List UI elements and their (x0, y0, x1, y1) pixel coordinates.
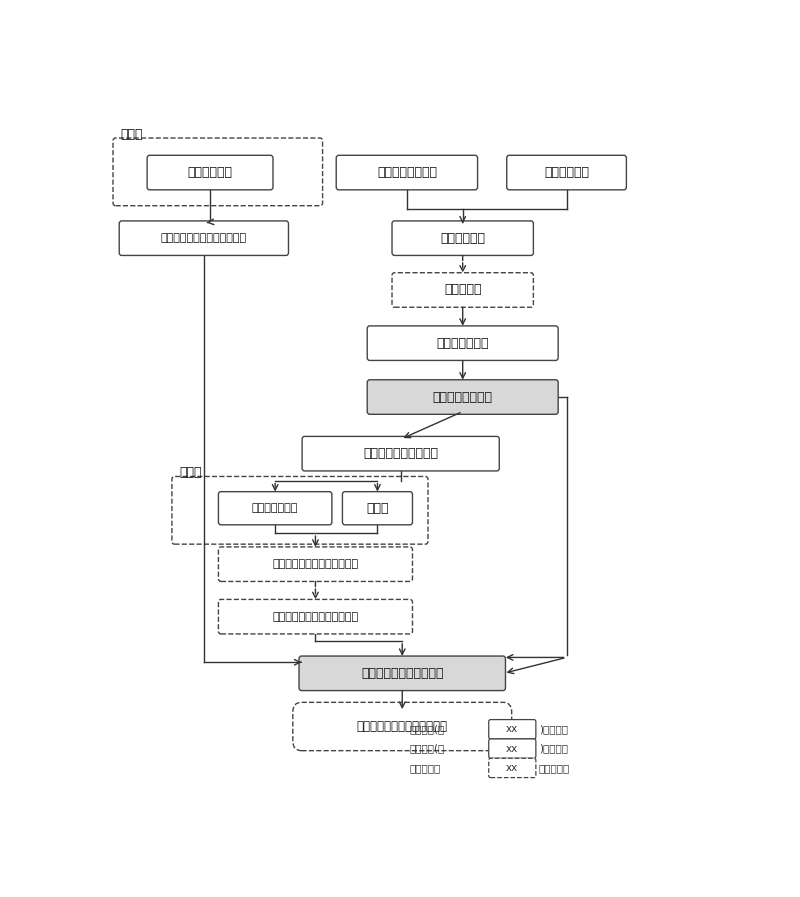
Text: 失布方框(如: 失布方框(如 (410, 744, 446, 753)
Text: 虚线框（如: 虚线框（如 (410, 763, 442, 773)
FancyBboxPatch shape (392, 221, 534, 256)
Text: 传统检测指标的光谱预测建模: 传统检测指标的光谱预测建模 (272, 559, 358, 570)
Text: xx: xx (506, 744, 518, 753)
FancyBboxPatch shape (302, 437, 499, 471)
FancyBboxPatch shape (336, 155, 478, 190)
FancyBboxPatch shape (392, 273, 534, 308)
FancyBboxPatch shape (218, 547, 413, 581)
Text: ）表示集合: ）表示集合 (539, 763, 570, 773)
FancyBboxPatch shape (489, 719, 536, 739)
Text: 光谱库: 光谱库 (366, 501, 389, 515)
FancyBboxPatch shape (218, 599, 413, 634)
Text: 训练肉品平行样本: 训练肉品平行样本 (377, 166, 437, 179)
FancyBboxPatch shape (367, 326, 558, 361)
Text: 传统检测指标光谱预测模型库: 传统检测指标光谱预测模型库 (272, 612, 358, 622)
Text: 肉品品质指标可视化检测结果: 肉品品质指标可视化检测结果 (357, 720, 448, 733)
FancyBboxPatch shape (119, 221, 289, 256)
FancyBboxPatch shape (299, 656, 506, 691)
Text: 有效检测区域光谱提取: 有效检测区域光谱提取 (363, 448, 438, 460)
Text: 肉品光谱图像可视化检测: 肉品光谱图像可视化检测 (361, 666, 443, 680)
FancyBboxPatch shape (367, 379, 558, 414)
Text: 传统感官、理化及微生物检测: 传统感官、理化及微生物检测 (161, 233, 247, 243)
FancyBboxPatch shape (342, 492, 413, 525)
Text: )表示流行: )表示流行 (539, 744, 568, 753)
FancyBboxPatch shape (218, 492, 332, 525)
Text: 传统检测指标库: 传统检测指标库 (252, 503, 298, 513)
Text: 有效检测区域提取: 有效检测区域提取 (433, 390, 493, 404)
Text: 被测肉品对象: 被测肉品对象 (544, 166, 589, 179)
FancyBboxPatch shape (506, 155, 626, 190)
Text: 光谱图像采集: 光谱图像采集 (440, 231, 485, 245)
Text: 训练肉品样本: 训练肉品样本 (187, 166, 233, 179)
Text: )表示数据: )表示数据 (539, 724, 568, 735)
Text: 样本库: 样本库 (121, 127, 143, 141)
Text: 光谱图像预处理: 光谱图像预处理 (437, 336, 489, 350)
Text: xx: xx (506, 724, 518, 735)
Text: 知识库: 知识库 (179, 466, 202, 479)
Text: 图线方框(如: 图线方框(如 (410, 724, 446, 735)
FancyBboxPatch shape (147, 155, 273, 190)
Text: xx: xx (506, 763, 518, 773)
FancyBboxPatch shape (489, 739, 536, 758)
FancyBboxPatch shape (293, 702, 512, 751)
FancyBboxPatch shape (489, 758, 536, 778)
Text: 光谱图像库: 光谱图像库 (444, 283, 482, 297)
